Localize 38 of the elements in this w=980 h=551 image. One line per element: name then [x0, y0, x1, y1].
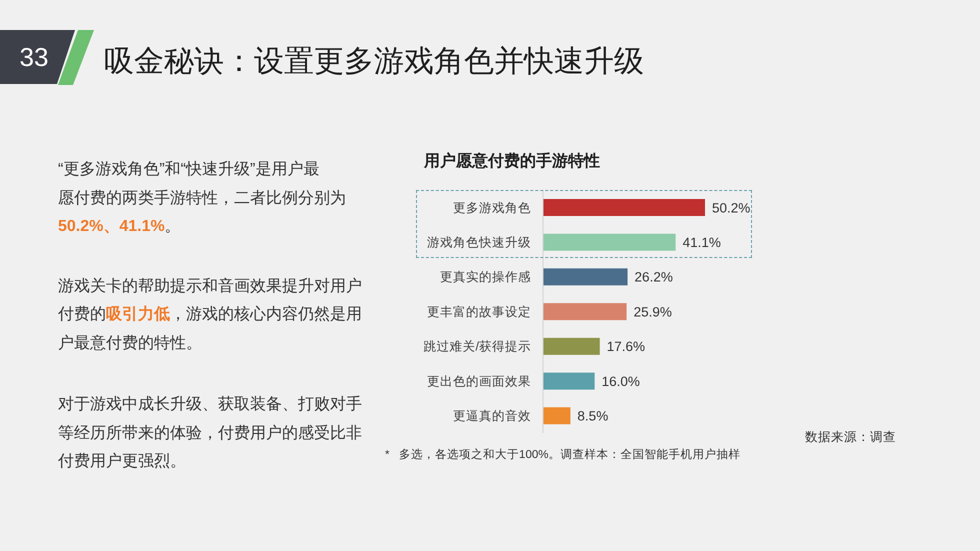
bar	[543, 407, 570, 424]
y-tick-label: 跳过难关/获得提示	[424, 340, 531, 354]
text: “更多游戏角色”和“快速升级”是用户最	[58, 161, 320, 178]
text: 愿付费的两类手游特性，二者比例分别为	[58, 190, 346, 207]
text: 50.2%、41.1%	[58, 218, 165, 235]
data-label: 8.5%	[577, 408, 608, 424]
y-tick-label: 更多游戏角色	[453, 200, 531, 215]
y-tick-label: 游戏角色快速升级	[427, 236, 531, 250]
bar	[543, 303, 627, 320]
text: 付费用户更强烈。	[58, 453, 186, 470]
bar	[543, 268, 628, 286]
text: 对于游戏中成长升级、获取装备、打败对手	[58, 396, 362, 413]
source-note: 数据来源：调查	[805, 430, 896, 444]
text: 游戏关卡的帮助提示和音画效果提升对用户	[58, 278, 362, 295]
text: 等经历所带来的体验，付费用户的感受比非	[58, 425, 362, 442]
text: 33	[20, 42, 48, 72]
chart-title: 吸金秘诀：设置更多游戏角色并快速升级	[104, 45, 644, 78]
bar	[543, 372, 595, 390]
y-tick-label: 更逼真的音效	[453, 409, 531, 424]
data-label: 17.6%	[606, 339, 646, 354]
text: 付费的	[58, 306, 106, 323]
text: 户最意付费的特性。	[58, 335, 202, 352]
data-label: 50.2%	[712, 200, 750, 216]
text: ，游戏的核心内容仍然是用	[170, 306, 362, 323]
y-tick-label: 更真实的操作感	[440, 270, 531, 284]
chart-subtitle: 用户愿意付费的手游特性	[424, 153, 600, 170]
bar	[543, 234, 676, 251]
data-label: 41.1%	[682, 235, 721, 250]
text: 吸引力低	[106, 306, 170, 323]
text: 。	[164, 218, 181, 235]
data-label: 25.9%	[634, 304, 672, 320]
bar	[543, 338, 600, 355]
y-tick-label: 更出色的画面效果	[427, 374, 531, 388]
bar	[543, 199, 705, 216]
y-tick-label: 更丰富的故事设定	[427, 304, 531, 319]
data-label: 16.0%	[602, 374, 640, 389]
data-label: 26.2%	[634, 270, 673, 285]
text: * 多选，各选项之和大于100%。调查样本：全国智能手机用户抽样	[385, 449, 740, 461]
